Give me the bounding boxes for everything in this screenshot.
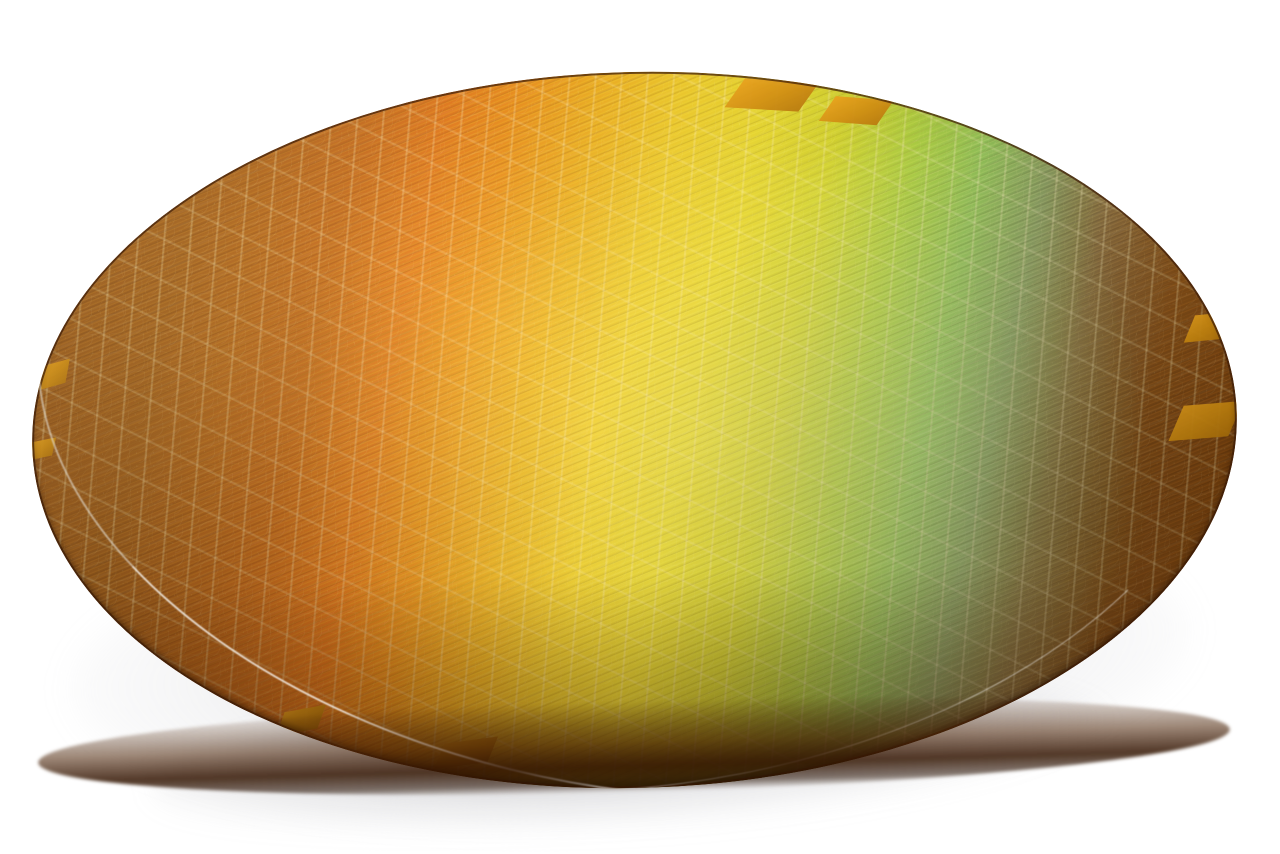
silicon-wafer <box>22 55 1247 805</box>
